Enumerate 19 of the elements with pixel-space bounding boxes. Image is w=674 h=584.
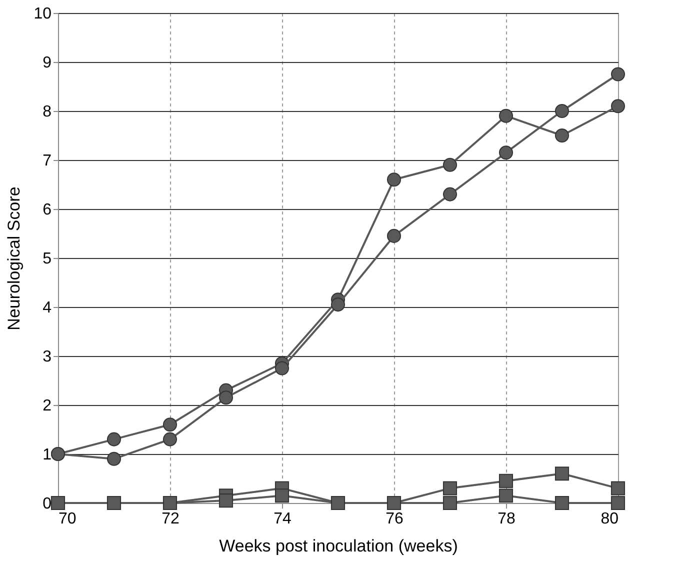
x-tick-label: 74 bbox=[274, 510, 292, 528]
x-tick-label: 72 bbox=[162, 510, 180, 528]
y-axis-title: Neurological Score bbox=[4, 186, 24, 330]
y-tick-label: 1 bbox=[42, 446, 52, 464]
y-tick-label: 0 bbox=[42, 496, 52, 512]
y-tick-label: 3 bbox=[42, 348, 52, 366]
y-tick-label: 4 bbox=[42, 300, 52, 316]
y-tick-label: 8 bbox=[42, 104, 52, 120]
y-tick-label: 10 bbox=[34, 6, 52, 22]
x-tick-label: 78 bbox=[498, 510, 516, 528]
y-tick-label: 6 bbox=[42, 202, 52, 218]
y-tick-label: 9 bbox=[42, 54, 52, 72]
x-tick-label: 76 bbox=[386, 510, 404, 528]
y-tick-label: 2 bbox=[42, 398, 52, 414]
x-tick-label: 80 bbox=[600, 510, 619, 528]
x-axis-title: Weeks post inoculation (weeks) bbox=[219, 536, 458, 556]
y-tick-label: 7 bbox=[42, 152, 52, 170]
y-tick-label: 5 bbox=[42, 250, 52, 268]
x-tick-label: 70 bbox=[58, 510, 76, 528]
